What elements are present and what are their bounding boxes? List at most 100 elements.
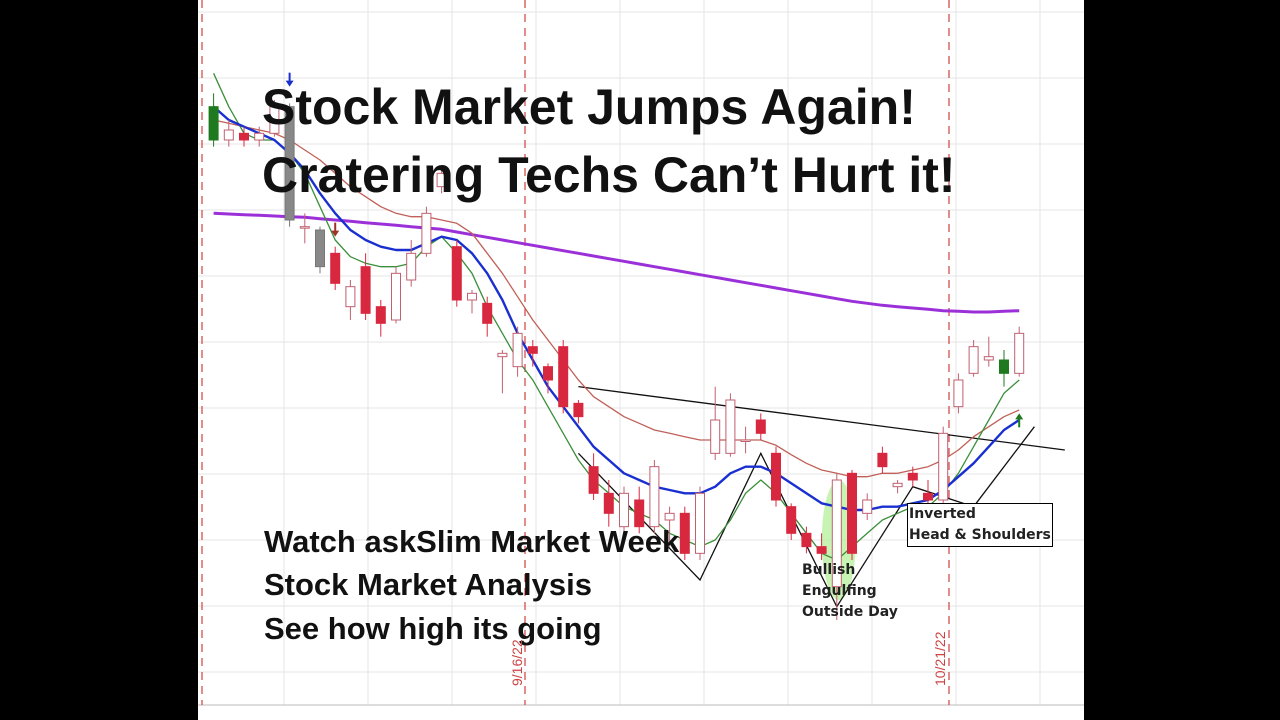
- candle: [254, 126, 265, 147]
- arrow-head: [1015, 413, 1024, 420]
- candle-body: [345, 286, 356, 308]
- candle-body: [1014, 332, 1025, 374]
- candle-body: [710, 419, 721, 454]
- sell-arrow-down-icon: [331, 222, 340, 237]
- candle-body: [740, 439, 751, 442]
- candle-body: [725, 399, 736, 454]
- candle-body: [284, 106, 295, 221]
- candle-body: [664, 512, 675, 521]
- candle: [634, 486, 645, 534]
- candle: [543, 363, 553, 394]
- candle: [239, 126, 249, 147]
- candle-body: [983, 356, 994, 361]
- promo-line-1: Watch askSlim Market Week: [264, 524, 680, 559]
- candle: [558, 340, 569, 414]
- candle-body: [619, 492, 629, 528]
- candle: [467, 290, 477, 314]
- candle-body: [786, 506, 797, 534]
- candle: [299, 213, 310, 244]
- buy-arrow-down-icon: [285, 72, 294, 87]
- candle-body: [907, 472, 918, 481]
- candle: [269, 100, 280, 137]
- candle-body: [923, 492, 933, 501]
- candle: [710, 386, 721, 460]
- candle: [938, 426, 949, 507]
- candle-body: [771, 452, 781, 501]
- candle: [953, 373, 964, 414]
- candle-body: [208, 106, 219, 141]
- candle: [771, 446, 781, 507]
- candle-body: [543, 366, 553, 381]
- candle: [284, 103, 295, 227]
- candle: [968, 340, 979, 377]
- ma-mid-line: [212, 105, 1020, 512]
- candle: [983, 336, 994, 367]
- candle-body: [254, 132, 265, 141]
- candle-body: [239, 132, 249, 141]
- candle-body: [451, 246, 462, 301]
- candle: [573, 400, 584, 424]
- neckline: [578, 386, 1065, 451]
- inverted-hs-note: Inverted Head & Shoulders: [907, 503, 1053, 547]
- date-label-1: 9/16/22: [509, 639, 525, 686]
- bullish-engulfing-note: Bullish Engulfing Outside Day: [802, 562, 898, 620]
- candle: [436, 166, 447, 194]
- candle-body: [497, 352, 508, 358]
- candle: [497, 350, 508, 394]
- candle: [375, 300, 386, 337]
- candle-body: [938, 432, 949, 501]
- candle: [512, 326, 523, 377]
- candle: [619, 486, 629, 537]
- candle: [588, 453, 599, 500]
- candle: [695, 486, 705, 560]
- headline-line-1: Stock Market Jumps Again!: [262, 79, 916, 135]
- candle: [831, 473, 842, 620]
- candle: [923, 480, 933, 507]
- ma-long-line: [213, 211, 1020, 314]
- candle: [421, 206, 432, 257]
- moving-averages: [212, 73, 1020, 561]
- candle-body: [634, 499, 645, 528]
- candle-body: [679, 512, 690, 554]
- candle-body: [649, 466, 660, 528]
- promo-line-3: See how high its going: [264, 611, 602, 646]
- candle: [892, 480, 903, 494]
- candle-body: [999, 359, 1009, 374]
- candle-body: [467, 292, 477, 301]
- candle: [208, 93, 219, 147]
- candle-body: [391, 272, 401, 321]
- candle: [725, 393, 736, 457]
- candle: [345, 280, 356, 320]
- candle-body: [755, 419, 766, 434]
- candle-body: [573, 402, 584, 418]
- candle-body: [862, 499, 873, 514]
- candle-body: [695, 492, 705, 554]
- candle: [330, 246, 341, 290]
- chart-grid: [198, 0, 1084, 706]
- promo-line-2: Stock Market Analysis: [264, 567, 592, 602]
- candle-body: [299, 226, 310, 229]
- ma-slow-line: [213, 119, 1020, 478]
- price-chart: [198, 0, 1084, 706]
- candle: [755, 413, 766, 440]
- candle: [801, 526, 812, 554]
- candle-body: [330, 252, 341, 284]
- candle-body: [269, 106, 280, 134]
- candle: [1014, 326, 1025, 377]
- candle-body: [223, 129, 234, 141]
- candle-body: [847, 472, 857, 554]
- candle: [315, 226, 325, 274]
- candle-body: [877, 452, 888, 468]
- candle-body: [375, 306, 386, 324]
- headline-line-2: Cratering Techs Can’t Hurt it!: [262, 147, 956, 203]
- ma-fast-line: [213, 73, 1020, 561]
- chart-panel: Stock Market Jumps Again! Cratering Tech…: [198, 0, 1084, 720]
- trend-arrow-up-icon: [1015, 413, 1024, 428]
- candle: [649, 460, 660, 534]
- candle-body: [406, 252, 417, 281]
- candle: [999, 350, 1009, 387]
- candle: [847, 470, 857, 560]
- candle-body: [512, 332, 523, 368]
- candle: [664, 506, 675, 547]
- candle: [816, 533, 827, 560]
